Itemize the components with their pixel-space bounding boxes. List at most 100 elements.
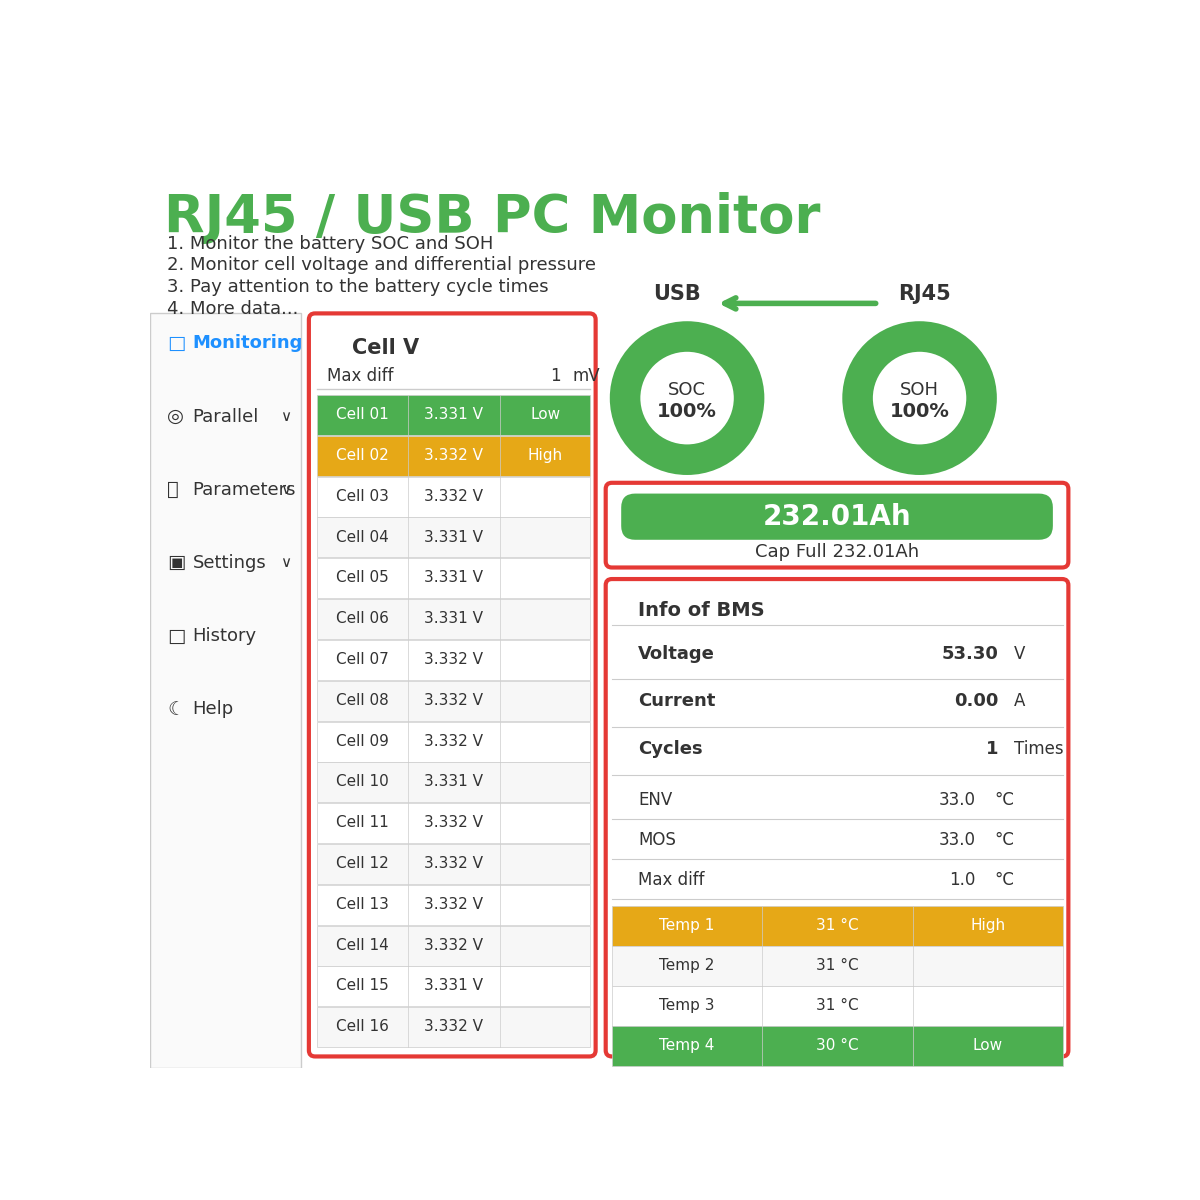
Bar: [612, 1026, 1063, 1066]
Text: V: V: [1014, 644, 1026, 662]
Text: 3. Pay attention to the battery cycle times: 3. Pay attention to the battery cycle ti…: [167, 278, 548, 296]
Text: 4. More data...: 4. More data...: [167, 300, 299, 318]
Text: Max diff: Max diff: [326, 367, 394, 385]
Text: °C: °C: [995, 871, 1015, 889]
Text: Temp 3: Temp 3: [659, 998, 715, 1013]
Text: 30 °C: 30 °C: [816, 1038, 859, 1054]
Text: 1. Monitor the battery SOC and SOH: 1. Monitor the battery SOC and SOH: [167, 235, 493, 253]
Text: SOC: SOC: [668, 382, 706, 400]
Text: ENV: ENV: [638, 791, 672, 809]
Text: High: High: [528, 448, 563, 463]
Bar: [150, 313, 301, 1068]
Text: 31 °C: 31 °C: [816, 958, 859, 973]
Bar: [612, 906, 1063, 946]
Text: Monitoring: Monitoring: [193, 335, 302, 353]
Text: 3.331 V: 3.331 V: [425, 774, 484, 790]
Text: Low: Low: [973, 1038, 1003, 1054]
FancyBboxPatch shape: [308, 313, 595, 1056]
Text: ◎: ◎: [167, 407, 184, 426]
Text: Cell 04: Cell 04: [336, 529, 389, 545]
Text: Temp 2: Temp 2: [659, 958, 715, 973]
Text: Cell 06: Cell 06: [336, 611, 389, 626]
Text: Cell 13: Cell 13: [336, 896, 389, 912]
Text: 1: 1: [986, 740, 998, 758]
Text: °C: °C: [995, 791, 1015, 809]
Text: Cell 05: Cell 05: [336, 570, 389, 586]
Bar: [317, 517, 590, 558]
Text: Cell 07: Cell 07: [336, 652, 389, 667]
Text: Settings: Settings: [193, 554, 266, 572]
Bar: [317, 762, 590, 803]
Text: Cell 10: Cell 10: [336, 774, 389, 790]
Bar: [317, 558, 590, 599]
Text: Temp 1: Temp 1: [659, 918, 715, 934]
Text: Parallel: Parallel: [193, 408, 259, 426]
Text: °C: °C: [995, 832, 1015, 850]
FancyBboxPatch shape: [606, 580, 1068, 1056]
Text: Times: Times: [1014, 740, 1063, 758]
Text: mV: mV: [572, 367, 600, 385]
Bar: [612, 947, 1063, 985]
Bar: [317, 395, 590, 436]
Text: ☾: ☾: [167, 700, 185, 719]
Text: Cell 08: Cell 08: [336, 692, 389, 708]
Text: 31 °C: 31 °C: [816, 998, 859, 1013]
Text: Cell 16: Cell 16: [336, 1019, 389, 1034]
Text: Cell V: Cell V: [352, 338, 419, 358]
FancyBboxPatch shape: [606, 482, 1068, 568]
Text: Voltage: Voltage: [638, 644, 715, 662]
Bar: [317, 844, 590, 884]
Bar: [317, 599, 590, 640]
Text: 3.332 V: 3.332 V: [425, 896, 484, 912]
Text: Cell 09: Cell 09: [336, 733, 389, 749]
Text: ∨: ∨: [280, 556, 292, 570]
FancyBboxPatch shape: [622, 493, 1052, 540]
Bar: [317, 884, 590, 925]
Text: 53.30: 53.30: [942, 644, 998, 662]
Text: Cycles: Cycles: [638, 740, 703, 758]
Text: 0.00: 0.00: [954, 692, 998, 710]
Bar: [317, 925, 590, 966]
Text: High: High: [971, 918, 1006, 934]
Text: Current: Current: [638, 692, 715, 710]
Bar: [612, 986, 1063, 1026]
Text: Cap Full 232.01Ah: Cap Full 232.01Ah: [755, 544, 919, 562]
Text: 3.331 V: 3.331 V: [425, 978, 484, 994]
Text: 1: 1: [550, 367, 560, 385]
Text: 3.331 V: 3.331 V: [425, 570, 484, 586]
Bar: [317, 966, 590, 1007]
Text: Parameters: Parameters: [193, 481, 296, 499]
Bar: [317, 640, 590, 680]
Text: Help: Help: [193, 700, 234, 718]
Text: ⓘ: ⓘ: [167, 480, 179, 499]
Text: Cell 15: Cell 15: [336, 978, 389, 994]
Text: 3.332 V: 3.332 V: [425, 652, 484, 667]
Bar: [317, 721, 590, 762]
Text: 3.332 V: 3.332 V: [425, 1019, 484, 1034]
Text: Cell 03: Cell 03: [336, 488, 389, 504]
Text: 100%: 100%: [658, 402, 718, 421]
Text: Info of BMS: Info of BMS: [638, 601, 764, 619]
Text: Max diff: Max diff: [638, 871, 704, 889]
Text: 2. Monitor cell voltage and differential pressure: 2. Monitor cell voltage and differential…: [167, 257, 596, 275]
Bar: [317, 680, 590, 721]
Text: 3.331 V: 3.331 V: [425, 407, 484, 422]
Text: 3.332 V: 3.332 V: [425, 733, 484, 749]
Text: ∨: ∨: [280, 482, 292, 497]
Text: Cell 02: Cell 02: [336, 448, 389, 463]
Circle shape: [642, 354, 732, 443]
Text: Cell 12: Cell 12: [336, 856, 389, 871]
Text: ▣: ▣: [167, 553, 186, 572]
Text: 3.332 V: 3.332 V: [425, 488, 484, 504]
Circle shape: [875, 354, 965, 443]
Text: 3.331 V: 3.331 V: [425, 529, 484, 545]
Bar: [317, 476, 590, 517]
Text: RJ45 / USB PC Monitor: RJ45 / USB PC Monitor: [164, 192, 821, 244]
Text: 3.332 V: 3.332 V: [425, 815, 484, 830]
Bar: [317, 1007, 590, 1048]
Text: Cell 01: Cell 01: [336, 407, 389, 422]
Text: MOS: MOS: [638, 832, 676, 850]
Text: □: □: [167, 626, 186, 646]
Bar: [317, 803, 590, 844]
Text: 3.331 V: 3.331 V: [425, 611, 484, 626]
